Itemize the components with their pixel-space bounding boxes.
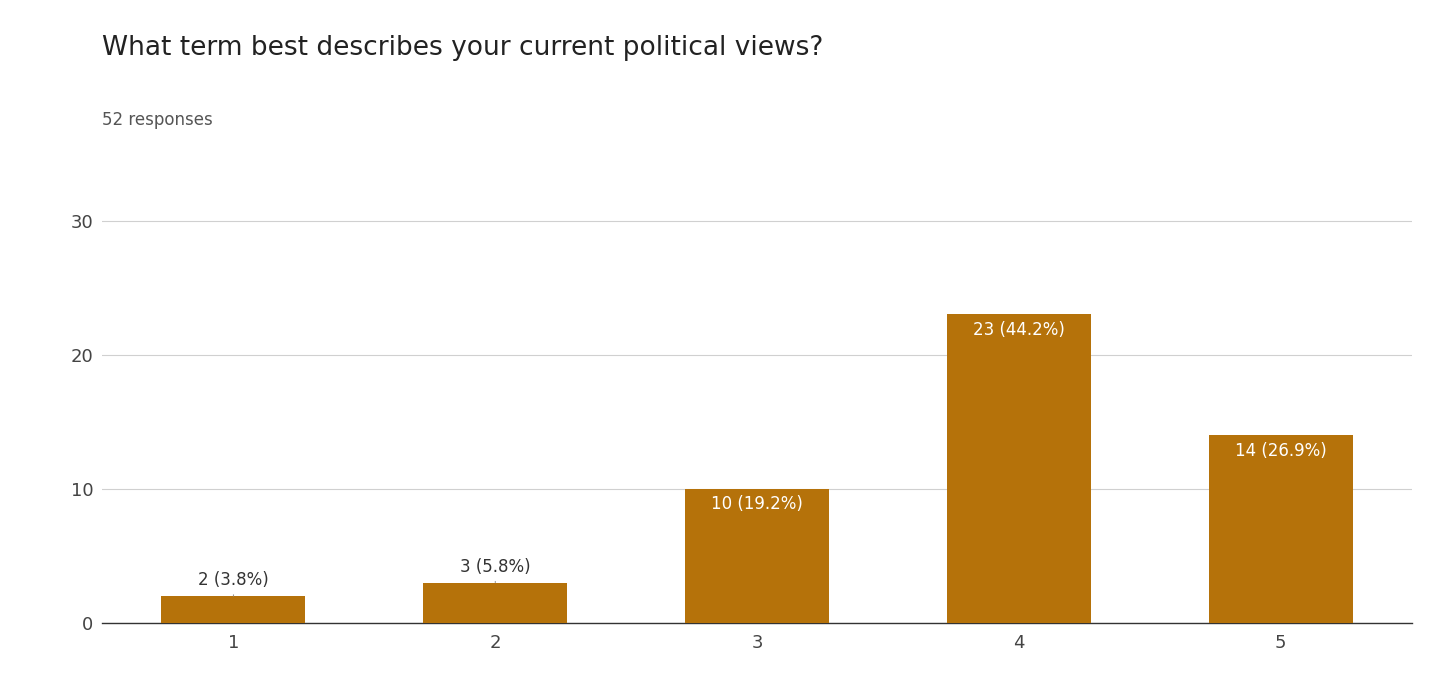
Text: 52 responses: 52 responses [102, 111, 213, 129]
Bar [946, 314, 1091, 623]
Text: What term best describes your current political views?: What term best describes your current po… [102, 35, 823, 61]
Text: 14 (26.9%): 14 (26.9%) [1235, 441, 1326, 459]
Bar [686, 489, 828, 623]
Text: 3 (5.8%): 3 (5.8%) [460, 558, 530, 583]
Bar [424, 583, 568, 623]
Text: 2 (3.8%): 2 (3.8%) [198, 572, 269, 596]
Bar [162, 596, 306, 623]
Text: 10 (19.2%): 10 (19.2%) [711, 495, 804, 513]
Text: 23 (44.2%): 23 (44.2%) [973, 321, 1064, 339]
Bar [1208, 435, 1353, 623]
